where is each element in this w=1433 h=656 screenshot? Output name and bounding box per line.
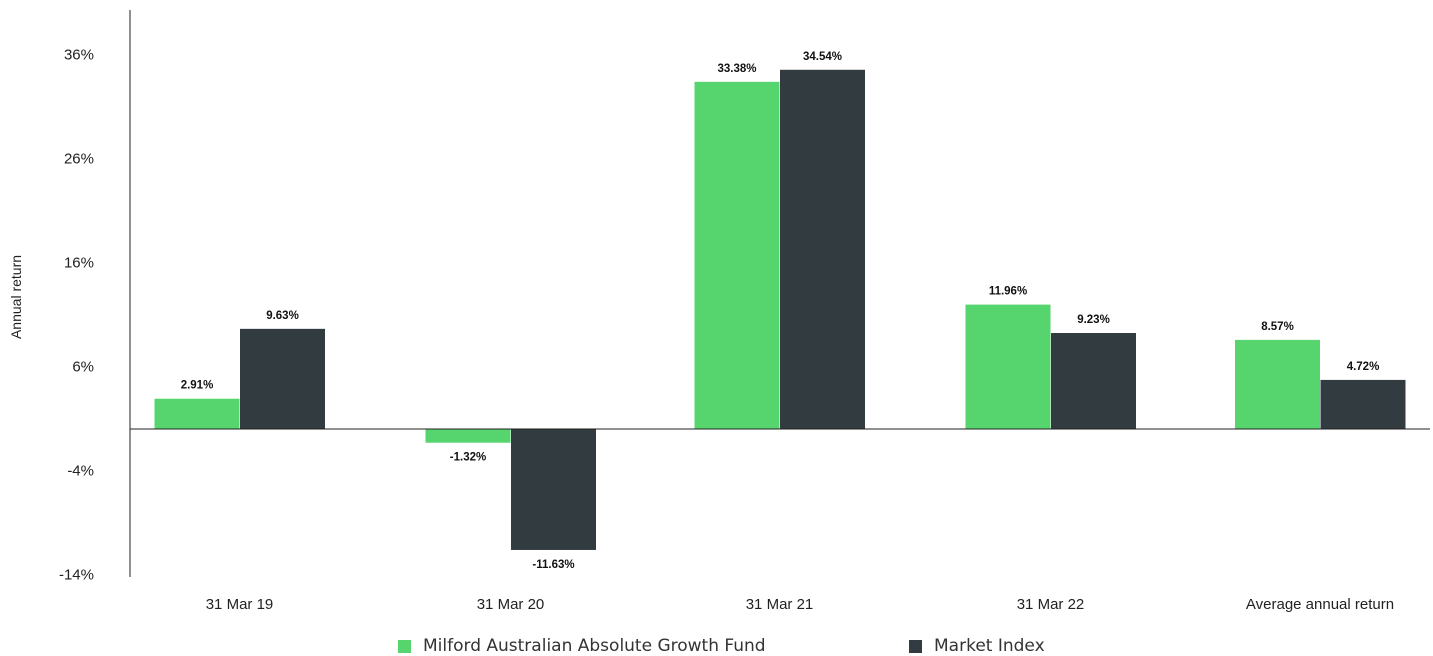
bar-index xyxy=(511,429,596,550)
bar-fund xyxy=(425,429,511,443)
data-label-fund: 2.91% xyxy=(181,380,214,392)
y-tick-label: 16% xyxy=(64,255,94,272)
x-category-label: 31 Mar 19 xyxy=(206,596,274,613)
y-tick-label: 36% xyxy=(64,47,94,64)
legend: Milford Australian Absolute Growth Fund … xyxy=(0,634,1433,656)
legend-item-fund: Milford Australian Absolute Growth Fund xyxy=(398,636,766,656)
x-category-label: 31 Mar 20 xyxy=(477,596,545,613)
data-label-fund: 11.96% xyxy=(989,286,1027,298)
bars xyxy=(154,69,1406,550)
bar-index xyxy=(240,328,325,429)
data-labels: 2.91% 9.63% -1.32% -11.63% 33.38% 34.54% 11.96… xyxy=(181,51,1380,571)
data-label-index: -11.63% xyxy=(532,559,574,571)
bar-fund xyxy=(1235,339,1320,429)
legend-label-index: Market Index xyxy=(934,636,1045,656)
x-category-label: Average annual return xyxy=(1246,596,1394,613)
legend-label-fund: Milford Australian Absolute Growth Fund xyxy=(423,636,766,656)
bar-fund xyxy=(694,81,780,430)
data-label-fund: 33.38% xyxy=(717,63,756,75)
bar-chart: 36% 26% 16% 6% -4% -14% Annual return 2.91% 9.… xyxy=(8,10,1430,613)
y-tick-label: -4% xyxy=(67,463,94,480)
data-label-index: 34.54% xyxy=(803,51,842,63)
data-label-fund: -1.32% xyxy=(450,452,486,464)
bar-fund xyxy=(154,398,240,429)
data-label-fund: 8.57% xyxy=(1261,321,1294,333)
legend-item-index: Market Index xyxy=(909,636,1045,656)
bar-index xyxy=(1051,333,1136,429)
data-label-index: 4.72% xyxy=(1347,361,1380,373)
legend-swatch-fund xyxy=(398,639,411,653)
legend-swatch-index xyxy=(909,639,922,653)
x-category-label: 31 Mar 21 xyxy=(746,596,814,613)
bar-index xyxy=(780,69,865,429)
x-axis-categories: 31 Mar 19 31 Mar 20 31 Mar 21 31 Mar 22 Aver… xyxy=(206,596,1394,613)
y-tick-label: -14% xyxy=(59,567,94,584)
bar-index xyxy=(1320,379,1406,429)
data-label-index: 9.63% xyxy=(266,310,299,322)
bar-fund xyxy=(965,304,1051,429)
x-category-label: 31 Mar 22 xyxy=(1017,596,1085,613)
data-label-index: 9.23% xyxy=(1077,314,1110,326)
y-tick-label: 26% xyxy=(64,151,94,168)
y-axis-ticks: 36% 26% 16% 6% -4% -14% xyxy=(59,47,94,584)
y-tick-label: 6% xyxy=(72,359,94,376)
y-axis-label: Annual return xyxy=(8,255,24,339)
